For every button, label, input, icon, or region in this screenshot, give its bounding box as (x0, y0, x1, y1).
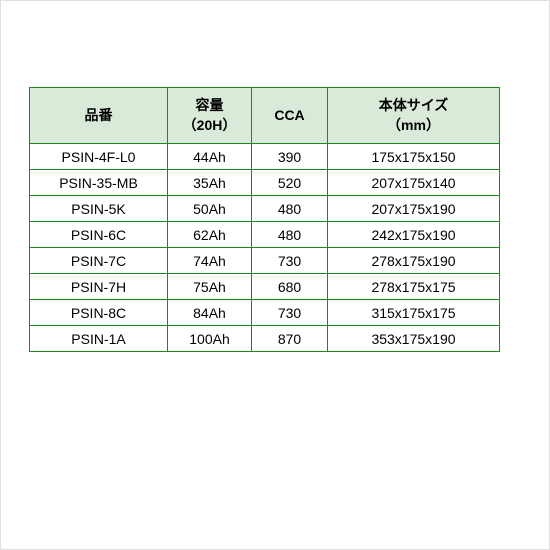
cell-capacity: 62Ah (168, 222, 252, 248)
table-row: PSIN-7C 74Ah 730 278x175x190 (30, 248, 500, 274)
cell-capacity: 44Ah (168, 144, 252, 170)
cell-size: 278x175x190 (328, 248, 500, 274)
cell-capacity: 74Ah (168, 248, 252, 274)
cell-cca: 680 (252, 274, 328, 300)
col-header-capacity: 容量 （20H） (168, 88, 252, 144)
cell-cca: 870 (252, 326, 328, 352)
table-row: PSIN-6C 62Ah 480 242x175x190 (30, 222, 500, 248)
cell-part: PSIN-8C (30, 300, 168, 326)
table-row: PSIN-1A 100Ah 870 353x175x190 (30, 326, 500, 352)
cell-part: PSIN-35-MB (30, 170, 168, 196)
col-header-cca: CCA (252, 88, 328, 144)
cell-size: 353x175x190 (328, 326, 500, 352)
cell-cca: 520 (252, 170, 328, 196)
cell-cca: 730 (252, 300, 328, 326)
cell-cca: 480 (252, 196, 328, 222)
cell-capacity: 50Ah (168, 196, 252, 222)
cell-capacity: 35Ah (168, 170, 252, 196)
cell-capacity: 84Ah (168, 300, 252, 326)
table-row: PSIN-8C 84Ah 730 315x175x175 (30, 300, 500, 326)
col-header-capacity-l1: 容量 (196, 97, 224, 113)
col-header-size-l2: （mm） (387, 117, 440, 133)
cell-part: PSIN-1A (30, 326, 168, 352)
col-header-part: 品番 (30, 88, 168, 144)
cell-part: PSIN-4F-L0 (30, 144, 168, 170)
cell-capacity: 75Ah (168, 274, 252, 300)
cell-size: 207x175x190 (328, 196, 500, 222)
cell-cca: 480 (252, 222, 328, 248)
table-body: PSIN-4F-L0 44Ah 390 175x175x150 PSIN-35-… (30, 144, 500, 352)
table-header-row: 品番 容量 （20H） CCA 本体サイズ （mm） (30, 88, 500, 144)
table-row: PSIN-35-MB 35Ah 520 207x175x140 (30, 170, 500, 196)
table-row: PSIN-5K 50Ah 480 207x175x190 (30, 196, 500, 222)
cell-size: 175x175x150 (328, 144, 500, 170)
col-header-size: 本体サイズ （mm） (328, 88, 500, 144)
cell-size: 278x175x175 (328, 274, 500, 300)
cell-capacity: 100Ah (168, 326, 252, 352)
cell-cca: 390 (252, 144, 328, 170)
col-header-capacity-l2: （20H） (183, 117, 237, 133)
cell-cca: 730 (252, 248, 328, 274)
cell-part: PSIN-7C (30, 248, 168, 274)
table-row: PSIN-4F-L0 44Ah 390 175x175x150 (30, 144, 500, 170)
cell-size: 315x175x175 (328, 300, 500, 326)
cell-part: PSIN-5K (30, 196, 168, 222)
cell-size: 207x175x140 (328, 170, 500, 196)
spec-table: 品番 容量 （20H） CCA 本体サイズ （mm） PSIN-4F-L0 44… (29, 87, 500, 352)
cell-size: 242x175x190 (328, 222, 500, 248)
col-header-size-l1: 本体サイズ (379, 97, 449, 113)
cell-part: PSIN-6C (30, 222, 168, 248)
cell-part: PSIN-7H (30, 274, 168, 300)
table-row: PSIN-7H 75Ah 680 278x175x175 (30, 274, 500, 300)
page-frame: 品番 容量 （20H） CCA 本体サイズ （mm） PSIN-4F-L0 44… (0, 0, 550, 550)
